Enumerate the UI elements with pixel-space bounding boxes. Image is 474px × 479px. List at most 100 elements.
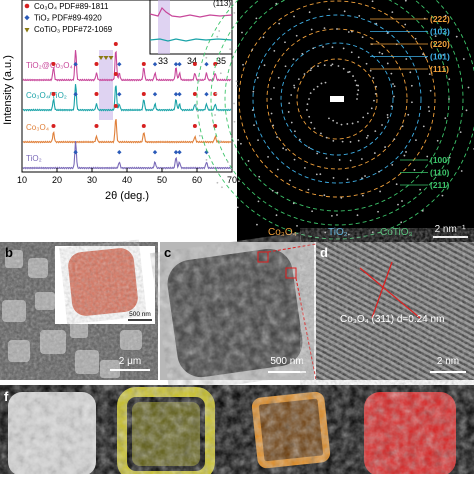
diffraction-spot <box>315 173 318 176</box>
diffraction-spot <box>372 77 375 79</box>
peak-marker <box>51 62 56 66</box>
diffraction-spot <box>340 123 343 126</box>
diffraction-spot <box>424 56 427 59</box>
diffraction-spot <box>364 175 366 177</box>
peak-marker <box>192 62 197 66</box>
diffraction-spot <box>336 122 338 124</box>
diffraction-spot <box>361 177 363 180</box>
diffraction-spot <box>373 152 376 154</box>
peak-marker <box>117 92 122 97</box>
diffraction-spot <box>240 142 242 145</box>
peak-marker <box>192 92 197 96</box>
plane-label: (101) <box>430 52 450 62</box>
scale-text: 500 nm <box>129 311 151 318</box>
texture <box>316 242 474 380</box>
diffraction-spot <box>349 159 352 162</box>
diffraction-spot <box>276 191 279 194</box>
xrd-curve <box>22 50 231 82</box>
peak-marker <box>173 62 179 67</box>
plane-label: (103) <box>430 27 450 37</box>
legend-text: Co₃O₄ PDF#89-1811 <box>34 2 109 11</box>
diffraction-ring <box>196 0 474 240</box>
diffraction-spot <box>205 56 208 59</box>
diffraction-spot <box>312 47 315 50</box>
diffraction-spot <box>284 65 287 68</box>
diffraction-spot <box>324 81 327 84</box>
diffraction-spot <box>295 34 298 37</box>
diffraction-spot <box>357 120 359 123</box>
diffraction-spot <box>347 233 350 236</box>
diffraction-spot <box>331 63 334 66</box>
diffraction-spot <box>216 35 219 38</box>
peak-marker <box>213 62 218 66</box>
peak-marker <box>204 92 209 97</box>
diffraction-spot <box>390 72 393 75</box>
diffraction-spot <box>319 173 322 176</box>
diffraction-spot <box>332 119 335 122</box>
diffraction-spot <box>236 206 239 209</box>
diffraction-spot <box>310 121 313 124</box>
diffraction-spot <box>346 123 349 125</box>
diffraction-spot <box>419 188 421 191</box>
diffraction-spot <box>316 152 319 155</box>
diffraction-spot <box>459 131 462 134</box>
diffraction-spot <box>198 79 201 82</box>
diffraction-spot <box>320 82 323 85</box>
diffraction-spot <box>263 64 266 67</box>
diffraction-spot <box>351 122 354 125</box>
diffraction-spot <box>242 63 244 66</box>
diffraction-spot <box>448 156 451 159</box>
peak-marker <box>94 124 99 128</box>
diffraction-spot <box>276 136 279 139</box>
x-tick-label: 10 <box>17 175 27 185</box>
peak-marker <box>51 92 56 96</box>
diffraction-spot <box>378 51 381 54</box>
xrd-curve <box>22 141 232 170</box>
diffraction-spot <box>293 158 296 161</box>
diffraction-spot <box>273 50 276 52</box>
diffraction-spot <box>331 46 334 49</box>
diffraction-spot <box>341 140 344 143</box>
diffraction-spot <box>386 62 389 65</box>
diffraction-spot <box>393 95 395 98</box>
peak-marker <box>177 92 182 97</box>
diffraction-spot <box>272 124 275 127</box>
diffraction-spot <box>415 139 417 141</box>
peak-marker <box>51 124 56 128</box>
diffraction-spot <box>354 79 357 82</box>
diffraction-spot <box>221 186 223 189</box>
diffraction-spot <box>310 67 313 70</box>
diffraction-spot <box>413 169 416 171</box>
saed-legend: TiO₂ <box>328 227 348 238</box>
diffraction-spot <box>375 85 378 88</box>
diffraction-spot <box>288 102 291 105</box>
zoom-box <box>285 267 297 279</box>
diffraction-spot <box>358 15 361 17</box>
diffraction-spot <box>303 166 306 169</box>
diffraction-spot <box>360 158 363 160</box>
panel-label: b <box>5 245 13 260</box>
plane-label: (100) <box>430 155 450 165</box>
diffraction-spot <box>436 139 439 142</box>
diffraction-spot <box>428 110 431 113</box>
diffraction-spot <box>403 154 406 157</box>
diffraction-spot <box>322 45 324 48</box>
diffraction-spot <box>325 136 328 139</box>
diffraction-spot <box>366 134 369 137</box>
diffraction-spot <box>366 112 369 115</box>
diffraction-spot <box>257 200 260 203</box>
peak-marker <box>173 150 179 155</box>
diffraction-spot <box>422 125 425 128</box>
peak-marker <box>141 62 146 66</box>
diffraction-spot <box>328 8 331 11</box>
diffraction-spot <box>293 15 295 18</box>
inset-tick-label: 35 <box>216 56 226 66</box>
curve-label: Co₃O₄ <box>26 123 49 132</box>
diffraction-spot <box>357 139 360 142</box>
peak-marker <box>113 72 118 76</box>
diffraction-spot <box>400 221 403 224</box>
plane-label: (111) <box>430 64 449 74</box>
diffraction-spot <box>356 98 358 100</box>
diffraction-spot <box>336 214 338 216</box>
diffraction-spot <box>310 28 313 31</box>
